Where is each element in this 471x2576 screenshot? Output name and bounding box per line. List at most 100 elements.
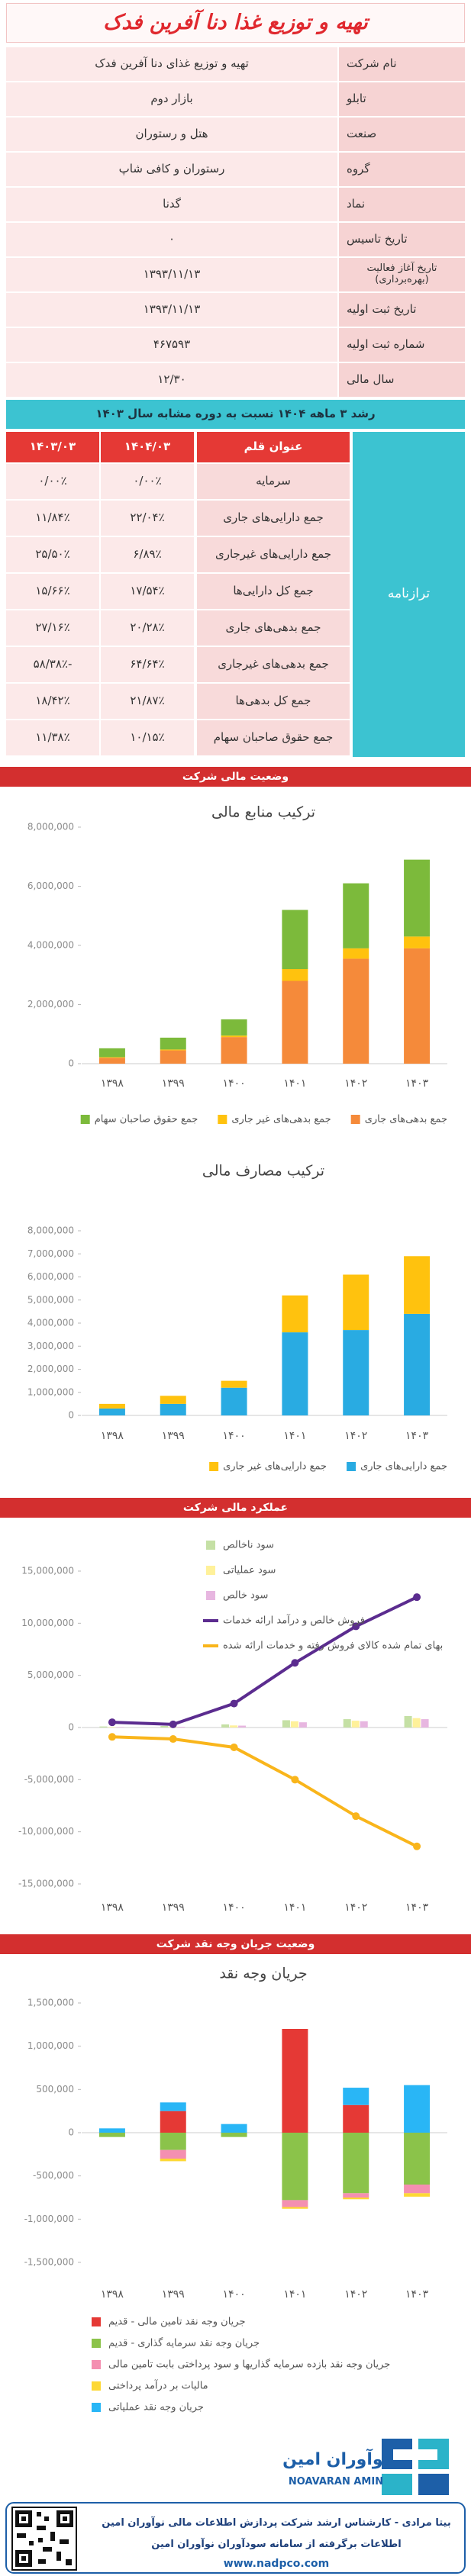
y-tick-label: 3,000,000 — [27, 1341, 74, 1351]
info-value: ۱۳۹۳/۱۱/۱۳ — [6, 258, 337, 291]
bar — [404, 1256, 431, 1314]
y-tick-label: 2,000,000 — [27, 999, 74, 1009]
legend-label: فروش خالص و درآمد ارائه خدمات — [223, 1614, 365, 1627]
bar — [282, 2207, 308, 2209]
x-tick-label: ۱۴۰۰ — [223, 1077, 246, 1090]
bar — [412, 1718, 421, 1728]
bar — [343, 948, 369, 959]
legend-swatch — [206, 1566, 215, 1575]
info-value: بازار دوم — [6, 82, 337, 116]
bar — [160, 1037, 186, 1050]
bar — [404, 859, 431, 937]
info-label: گروه — [339, 153, 465, 186]
bar — [404, 948, 431, 1064]
x-tick-label: ۱۴۰۳ — [405, 1901, 429, 1914]
bar — [282, 1295, 308, 1333]
growth-value: ۱۱/۳۸٪ — [6, 720, 99, 755]
legend-label: سود عملیاتی — [223, 1565, 276, 1576]
bar — [404, 936, 431, 948]
chart: -15,000,000 -10,000,000 -5,000,000 0 5,000,0… — [18, 1540, 447, 1914]
legend-label: جمع حقوق صاحبان سهام — [95, 1114, 198, 1125]
footer-box — [5, 2502, 466, 2574]
bar — [404, 2185, 431, 2194]
growth-item: جمع بدهی‌های جاری — [197, 610, 350, 646]
legend-label: جمع دارایی‌های غیر جاری — [223, 1461, 327, 1473]
line-marker — [169, 1735, 177, 1744]
legend-label: جریان وجه نقد بازده سرمایه گذاریها و سود… — [108, 2359, 390, 2371]
y-tick-label: 8,000,000 — [27, 822, 74, 832]
bar — [160, 2149, 186, 2159]
legend-label: جریان وجه نقد عملیاتی — [108, 2402, 204, 2413]
y-tick-label: -1,500,000 — [24, 2257, 74, 2268]
bar — [221, 2124, 247, 2133]
section-header: عملکرد مالی شرکت — [0, 1498, 471, 1518]
bar — [98, 2128, 125, 2133]
qr-code — [11, 2507, 77, 2571]
x-tick-label: ۱۴۰۰ — [223, 2288, 246, 2301]
bar — [282, 2200, 308, 2207]
legend-swatch — [92, 2317, 101, 2326]
y-tick-label: 4,000,000 — [27, 1318, 74, 1328]
bar — [221, 1037, 247, 1064]
x-tick-label: ۱۴۰۲ — [344, 2288, 367, 2301]
growth-value: ۱۱/۸۴٪ — [6, 501, 99, 536]
legend-label: سود ناخالص — [223, 1540, 274, 1551]
footer-author: بیتا مرادی - کارشناس ارشد شرکت پردازش اط… — [102, 2516, 450, 2529]
legend-swatch — [218, 1115, 227, 1124]
bar — [282, 980, 308, 1064]
info-value: رستوران و کافی شاپ — [6, 153, 337, 186]
info-value: تهیه و توزیع غذای دنا آفرین فدک — [6, 47, 337, 81]
info-label: صنعت — [339, 118, 465, 151]
growth-header: ۱۴۰۳/۰۳ — [6, 432, 99, 462]
x-tick-label: ۱۳۹۸ — [101, 1077, 124, 1090]
info-label: تاریخ ثبت اولیه — [339, 293, 465, 327]
growth-value: ۱۷/۵۴٪ — [101, 574, 194, 609]
bar — [282, 910, 308, 969]
legend-swatch — [92, 2339, 101, 2348]
bar — [282, 1720, 290, 1728]
bar — [177, 1727, 185, 1728]
legend-label: جریان وجه نقد تامین مالی - قدیم — [108, 2317, 246, 2328]
line-marker — [352, 1622, 360, 1631]
y-tick-label: -10,000,000 — [18, 1826, 74, 1837]
info-value: ۰ — [6, 223, 337, 256]
bar — [98, 1058, 125, 1064]
line-marker — [413, 1842, 421, 1850]
bar — [221, 1035, 247, 1038]
x-tick-label: ۱۴۰۳ — [405, 1077, 429, 1090]
growth-value: ۲۰/۲۸٪ — [101, 610, 194, 646]
line-marker — [291, 1776, 299, 1784]
y-tick-label: -500,000 — [33, 2170, 74, 2181]
bar — [421, 1719, 429, 1728]
footer-website[interactable]: www.nadpco.com — [224, 2558, 329, 2570]
growth-value: ۱۸/۴۲٪ — [6, 684, 99, 719]
growth-value: ۱۰/۱۵٪ — [101, 720, 194, 755]
x-tick-label: ۱۳۹۹ — [162, 2288, 185, 2301]
page-title: تهیه و توزیع غذا دنا آفرین فدک — [6, 3, 465, 43]
legend-swatch — [92, 2403, 101, 2412]
bar — [343, 1330, 369, 1415]
growth-item: جمع دارایی‌های غیرجاری — [197, 537, 350, 572]
y-tick-label: 1,500,000 — [27, 1998, 74, 2008]
line-marker — [291, 1659, 299, 1667]
growth-item: جمع دارایی‌های جاری — [197, 501, 350, 536]
legend-swatch — [80, 1115, 90, 1124]
y-tick-label: 5,000,000 — [27, 1670, 74, 1680]
growth-item: جمع کل دارایی‌ها — [197, 574, 350, 609]
info-label: تاریخ آغاز فعالیت (بهره‌برداری) — [339, 258, 465, 291]
info-value: هتل و رستوران — [6, 118, 337, 151]
bar — [343, 2133, 369, 2194]
info-value: ۴۶۷۵۹۳ — [6, 328, 337, 362]
footer-source: اطلاعات برگرفته از سامانه سودآوران نوآور… — [151, 2537, 401, 2550]
x-tick-label: ۱۴۰۳ — [405, 1430, 429, 1442]
line — [111, 1735, 418, 1848]
bar — [343, 958, 369, 1064]
x-tick-label: ۱۴۰۰ — [223, 1430, 246, 1442]
bar — [221, 1380, 247, 1388]
bar — [160, 1049, 186, 1051]
growth-value: ۲۱/۸۷٪ — [101, 684, 194, 719]
bar — [160, 1050, 186, 1064]
y-tick-label: 0 — [68, 1722, 74, 1733]
growth-value: ۶۴/۶۴٪ — [101, 647, 194, 682]
bar — [221, 1019, 247, 1036]
